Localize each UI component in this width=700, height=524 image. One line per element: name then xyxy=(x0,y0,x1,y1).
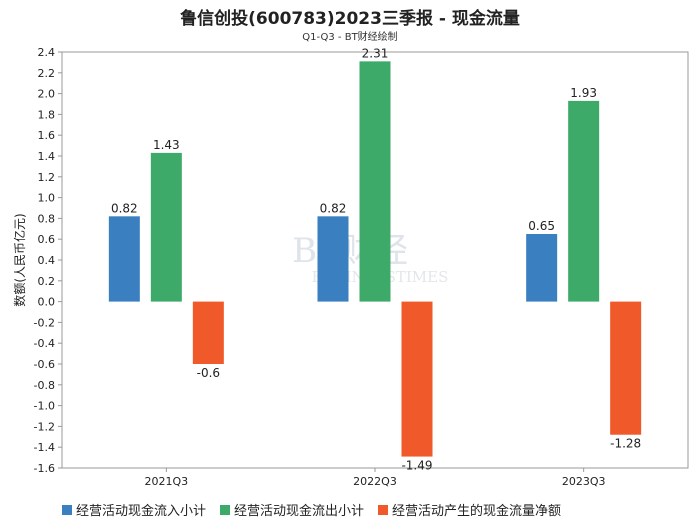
data-label: 0.65 xyxy=(528,219,555,233)
data-label: 0.82 xyxy=(111,201,138,215)
chart-legend: 经营活动现金流入小计 经营活动现金流出小计 经营活动产生的现金流量净额 xyxy=(62,500,561,519)
bar xyxy=(359,61,391,302)
legend-item-outflow[interactable]: 经营活动现金流出小计 xyxy=(220,500,364,519)
bar xyxy=(317,216,349,302)
y-tick-label: -1.0 xyxy=(34,400,55,413)
bar xyxy=(150,152,182,302)
bar xyxy=(526,234,558,302)
legend-label-inflow: 经营活动现金流入小计 xyxy=(76,504,207,519)
y-tick-label: 0.2 xyxy=(38,275,56,288)
data-label: 1.43 xyxy=(153,138,180,152)
x-tick-label: 2022Q3 xyxy=(353,475,397,488)
data-label: 2.31 xyxy=(362,46,389,60)
y-axis-label: 数额(人民币亿元) xyxy=(12,213,27,306)
y-tick-label: 1.2 xyxy=(38,171,56,184)
data-label: 1.93 xyxy=(570,86,597,100)
y-tick-label: -1.6 xyxy=(34,462,55,475)
y-tick-label: 2.4 xyxy=(38,46,56,59)
bar xyxy=(192,301,224,364)
x-tick-label: 2021Q3 xyxy=(145,475,189,488)
legend-label-outflow: 经营活动现金流出小计 xyxy=(234,504,365,519)
y-tick-label: -0.2 xyxy=(34,316,55,329)
legend-swatch-inflow xyxy=(62,504,72,515)
y-tick-label: 1.4 xyxy=(38,150,56,163)
legend-label-net: 经营活动产生的现金流量净额 xyxy=(392,504,562,519)
legend-item-net[interactable]: 经营活动产生的现金流量净额 xyxy=(378,500,561,519)
y-tick-label: 1.6 xyxy=(38,129,56,142)
y-tick-label: 2.0 xyxy=(38,88,56,101)
y-tick-label: 0.6 xyxy=(38,233,56,246)
legend-swatch-outflow xyxy=(220,504,231,515)
y-tick-label: -1.4 xyxy=(34,441,55,454)
y-tick-label: 1.8 xyxy=(38,108,56,121)
y-tick-label: 0.0 xyxy=(38,296,56,309)
bar xyxy=(610,301,642,435)
y-tick-label: 0.8 xyxy=(38,212,56,225)
data-label: -1.49 xyxy=(401,459,432,473)
x-tick-label: 2023Q3 xyxy=(562,475,606,488)
bar xyxy=(568,100,600,302)
y-tick-label: 2.2 xyxy=(38,67,56,80)
y-tick-label: -1.2 xyxy=(34,420,55,433)
data-label: -1.28 xyxy=(610,437,641,451)
y-tick-label: -0.8 xyxy=(34,379,55,392)
y-tick-label: -0.4 xyxy=(34,337,55,350)
data-label: 0.82 xyxy=(320,201,347,215)
legend-swatch-net xyxy=(378,504,389,515)
chart-title: 鲁信创投(600783)2023三季报 - 现金流量 xyxy=(180,9,520,29)
chart-subtitle: Q1-Q3 - BT财经绘制 xyxy=(302,32,398,43)
y-tick-label: 1.0 xyxy=(38,192,56,205)
y-tick-label: -0.6 xyxy=(34,358,55,371)
bar xyxy=(401,301,433,457)
legend-item-inflow[interactable]: 经营活动现金流入小计 xyxy=(62,500,206,519)
bar xyxy=(108,216,140,302)
data-label: -0.6 xyxy=(197,366,220,380)
y-tick-label: 0.4 xyxy=(38,254,56,267)
